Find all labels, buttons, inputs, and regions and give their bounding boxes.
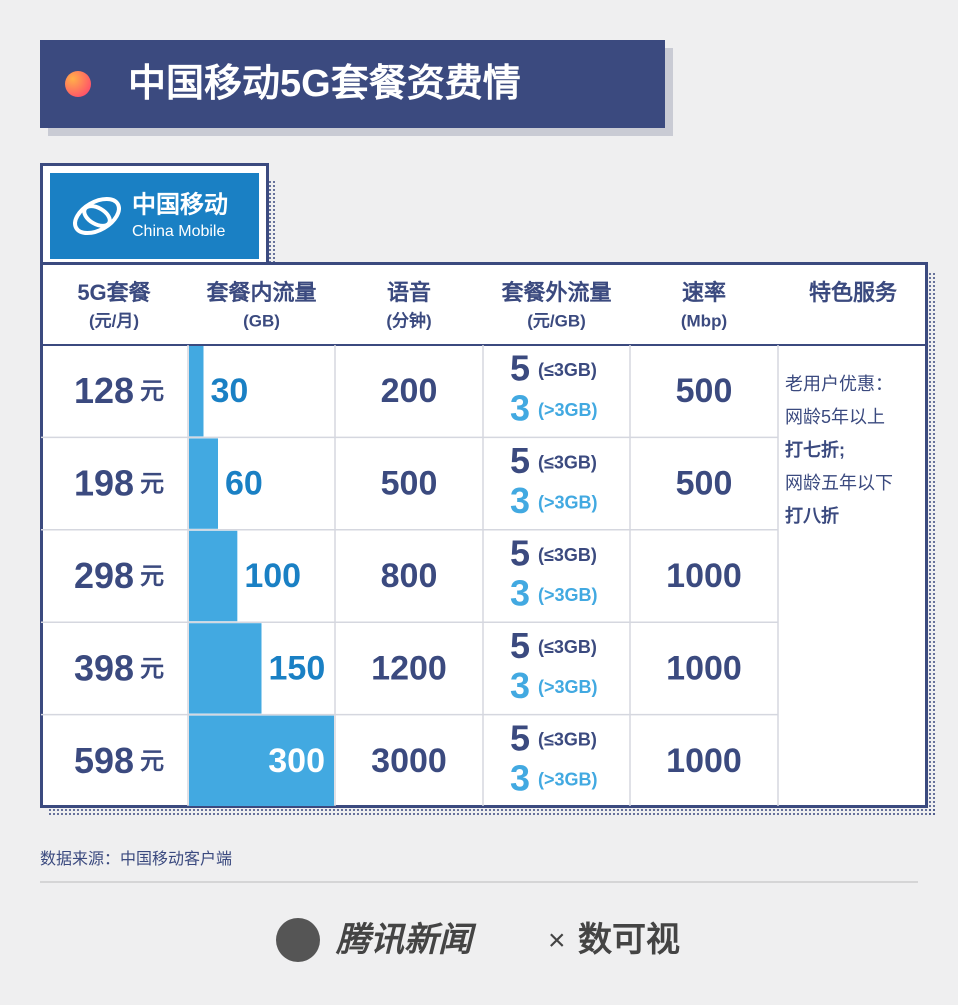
column-title: 套餐内流量 [206,280,316,305]
voice: 800 [381,557,438,595]
column-title: 速率 [682,280,726,305]
overage-condition: (≤3GB) [538,545,597,565]
overage-price: 5 [510,348,530,389]
price-value: 298 [74,555,134,596]
overage-price: 5 [510,625,530,666]
price: 298 元 [74,555,164,596]
price-unit: 元 [140,379,164,406]
data-value: 30 [211,372,249,410]
column-title: 语音 [387,280,431,305]
price-value: 598 [74,739,134,780]
title-box [40,40,665,128]
column-unit: (元/月) [89,311,139,330]
price-value: 198 [74,462,134,503]
price-value: 128 [74,370,134,411]
voice: 3000 [371,742,447,780]
speed: 500 [676,465,733,503]
price: 598 元 [74,739,164,780]
speed: 1000 [666,742,742,780]
column-title: 特色服务 [809,280,898,305]
overage-condition: (≤3GB) [538,452,597,472]
brand: 腾讯新闻 [335,921,477,959]
overage-price: 3 [510,665,530,706]
data-bar [189,530,238,622]
source: 数据来源：中国移动客户端 [40,850,232,868]
overage-price: 3 [510,757,530,798]
overage-condition: (>3GB) [538,677,598,697]
title: 中国移动5G套餐资费情 [128,63,521,105]
data-value: 100 [244,557,301,595]
data-bar [189,623,262,714]
column-title: 5G套餐 [77,280,151,305]
service-line: 打八折 [785,505,839,526]
service-line: 老用户优惠： [785,374,893,394]
column-title: 套餐外流量 [501,280,611,305]
price-unit: 元 [140,563,164,590]
overage-condition: (>3GB) [538,585,598,605]
overage-condition: (≤3GB) [538,360,597,380]
data-bar [189,346,204,437]
price-value: 398 [74,647,134,688]
voice: 500 [381,465,438,503]
title-dot [65,71,91,97]
data-value: 60 [225,465,263,503]
brand-icon [276,918,320,962]
overage-price: 5 [510,533,530,574]
overage-price: 3 [510,573,530,614]
overage-condition: (≤3GB) [538,730,597,750]
overage-price: 5 [510,717,530,758]
table-shadow [48,808,936,816]
table-shadow [928,272,936,817]
voice: 200 [381,372,438,410]
service-line: 网龄5年以上 [785,407,885,427]
price-unit: 元 [140,656,164,683]
partner: 数可视 [578,921,680,959]
price-unit: 元 [140,471,164,498]
data-value: 300 [268,742,325,780]
overage-price: 3 [510,480,530,521]
price: 198 元 [74,462,164,503]
overage-price: 3 [510,388,530,429]
data-bar [189,715,334,806]
separator: × [548,924,566,957]
overage-condition: (>3GB) [538,492,598,512]
overage-condition: (>3GB) [538,770,598,790]
speed: 1000 [666,649,742,687]
overage-price: 5 [510,440,530,481]
column-unit: (元/GB) [527,311,586,330]
price-unit: 元 [140,748,164,775]
logo-cn: 中国移动 [132,191,228,218]
logo-icon [73,196,121,236]
overage-condition: (≤3GB) [538,637,597,657]
column-unit: (分钟) [386,310,431,330]
data-value: 150 [269,649,326,687]
voice: 1200 [371,649,447,687]
price: 398 元 [74,647,164,688]
service-line: 打七折; [785,439,845,460]
service-line: 网龄五年以下 [785,473,893,493]
data-bar [189,438,218,529]
price: 128 元 [74,370,164,411]
logo-en: China Mobile [132,223,225,240]
speed: 1000 [666,557,742,595]
column-unit: (GB) [243,311,280,330]
speed: 500 [676,372,733,410]
tab-shadow [268,180,276,265]
column-unit: (Mbp) [681,311,727,330]
overage-condition: (>3GB) [538,400,598,420]
